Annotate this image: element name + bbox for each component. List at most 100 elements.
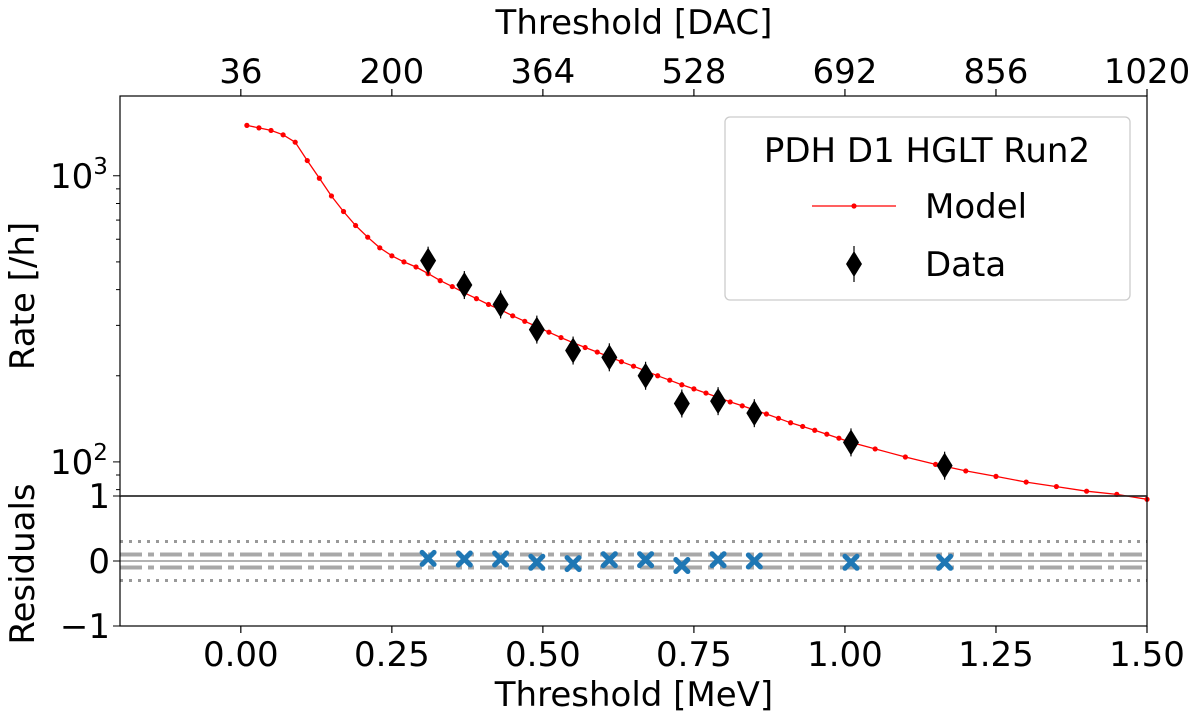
- data-point: [456, 272, 473, 299]
- model-point: [292, 139, 298, 145]
- bottom-tick-label: 1.00: [807, 635, 883, 675]
- residual-point: [455, 550, 473, 568]
- model-point: [582, 344, 588, 351]
- residual-tick-label: 1: [88, 477, 110, 517]
- legend-data-marker: [846, 251, 862, 277]
- data-point: [746, 400, 763, 427]
- residual-cross-stroke: [709, 551, 727, 569]
- residual-cross-stroke: [842, 553, 860, 571]
- rate-tick-label: 103: [50, 154, 108, 197]
- model-point: [993, 473, 999, 479]
- model-point: [727, 399, 733, 405]
- model-point: [353, 222, 359, 229]
- residual-point: [673, 557, 691, 575]
- residual-tick-label: −1: [60, 607, 110, 647]
- legend-box: [724, 116, 1131, 301]
- bottom-axis-ticks: 0.00 0.25 0.50 0.75 1.00 1.25 1.50: [203, 626, 1185, 675]
- rate-axis-label: Rate [/h]: [3, 222, 43, 370]
- main-panel: Threshold [DAC] 36 200 364 528 692 856 1020 Ra…: [3, 3, 1190, 502]
- residual-point: [936, 553, 954, 571]
- residuals-axis-label: Residuals: [3, 483, 43, 644]
- model-point: [1083, 488, 1090, 494]
- data-point: [565, 337, 582, 364]
- data-point: [842, 429, 859, 456]
- model-point: [655, 373, 661, 379]
- model-point: [413, 264, 419, 270]
- model-point: [256, 125, 262, 131]
- residual-cross-stroke: [600, 551, 618, 569]
- model-point: [280, 132, 286, 138]
- residual-cross-stroke: [673, 557, 691, 575]
- legend-model-marker: [851, 203, 857, 209]
- model-point: [691, 386, 697, 392]
- model-point: [1053, 483, 1059, 490]
- residual-point: [492, 550, 510, 568]
- model-point: [787, 420, 794, 426]
- model-point: [316, 175, 322, 181]
- model-point: [630, 363, 637, 369]
- model-point: [437, 278, 443, 284]
- model-point: [268, 127, 274, 134]
- model-point: [872, 446, 878, 452]
- bottom-tick-label: 1.25: [958, 635, 1034, 675]
- top-axis-label: Threshold [DAC]: [495, 3, 773, 43]
- residual-cross-stroke: [745, 552, 763, 570]
- residual-cross-stroke: [455, 550, 473, 568]
- model-point: [800, 423, 806, 430]
- top-tick-label: 528: [661, 52, 726, 92]
- bottom-axis-label: Threshold [MeV]: [494, 675, 773, 715]
- residual-cross-stroke: [419, 549, 437, 567]
- residual-point: [419, 549, 437, 567]
- data-point: [601, 344, 618, 371]
- rate-axis-ticks: 102 103: [50, 154, 120, 491]
- model-point: [558, 334, 564, 341]
- rate-tick-label: 102: [50, 440, 108, 483]
- residual-cross-stroke: [936, 553, 954, 571]
- top-tick-label: 36: [219, 52, 262, 92]
- top-tick-label: 692: [812, 52, 877, 92]
- model-point: [667, 377, 673, 383]
- model-point: [836, 435, 842, 441]
- model-point: [546, 329, 552, 335]
- bottom-tick-label: 0.75: [656, 635, 732, 675]
- model-point: [377, 245, 383, 251]
- model-point: [902, 454, 908, 460]
- legend-model-label: Model: [925, 187, 1027, 227]
- residual-point: [564, 555, 582, 573]
- model-point: [618, 359, 625, 365]
- model-point: [340, 208, 347, 215]
- model-point: [365, 234, 371, 240]
- bottom-tick-label: 0.00: [203, 635, 279, 675]
- top-tick-label: 364: [510, 52, 575, 92]
- model-point: [963, 468, 969, 474]
- legend: PDH D1 HGLT Run2 Model Data: [724, 116, 1131, 301]
- bottom-tick-label: 1.50: [1109, 635, 1185, 675]
- data-point: [528, 316, 545, 343]
- model-point: [679, 382, 685, 388]
- model-point: [328, 193, 335, 199]
- residual-point: [745, 552, 763, 570]
- residual-cross-stroke: [528, 553, 546, 571]
- main-plot-area: [244, 122, 1150, 502]
- data-point: [492, 291, 509, 318]
- model-point: [775, 415, 782, 421]
- data-point: [637, 362, 654, 389]
- top-tick-label: 856: [964, 52, 1029, 92]
- bottom-tick-label: 0.50: [505, 635, 581, 675]
- residual-axis-ticks: −1 0 1: [60, 477, 120, 647]
- model-point: [824, 431, 830, 437]
- residual-cross-stroke: [564, 555, 582, 573]
- residual-reference-lines: [120, 495, 1147, 582]
- model-point: [703, 390, 709, 396]
- top-tick-label: 200: [359, 52, 424, 92]
- model-point: [473, 296, 480, 302]
- data-point: [420, 247, 437, 274]
- data-point: [936, 452, 953, 479]
- data-point: [710, 388, 727, 415]
- model-point: [304, 157, 310, 164]
- top-axis-ticks: 36 200 364 528 692 856 1020: [219, 52, 1190, 96]
- residual-tick-label: 0: [88, 542, 110, 582]
- residual-point: [709, 551, 727, 569]
- model-point: [594, 349, 600, 355]
